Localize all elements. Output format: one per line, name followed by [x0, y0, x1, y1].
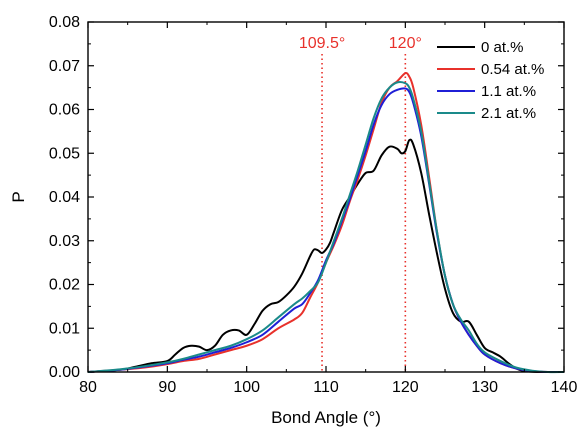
y-tick-label: 0.04	[49, 189, 80, 206]
legend-label: 2.1 at.%	[481, 105, 536, 122]
x-tick-label: 110	[313, 379, 339, 396]
reference-labels: 109.5° 120°	[299, 35, 422, 52]
reference-line-label: 120°	[389, 35, 422, 52]
y-axis-label: P	[9, 191, 28, 202]
legend: 0 at.% 0.54 at.% 1.1 at.% 2.1 at.%	[437, 39, 544, 122]
reference-lines	[321, 54, 407, 372]
y-tick-label: 0.07	[49, 58, 80, 75]
x-tick-label: 90	[158, 379, 176, 396]
x-tick-label: 80	[79, 379, 97, 396]
y-tick-label: 0.02	[49, 277, 80, 294]
series-line-3	[87, 81, 565, 374]
x-tick-label: 100	[233, 379, 260, 396]
x-tick-label: 130	[471, 379, 498, 396]
series-line-0	[87, 138, 565, 374]
y-tick-label: 0.06	[49, 102, 80, 119]
y-tick-label: 0.03	[49, 233, 80, 250]
y-tick-label: 0.05	[49, 145, 80, 162]
x-tick-label: 140	[551, 379, 578, 396]
series-line-2	[87, 87, 565, 374]
x-axis-label: Bond Angle (°)	[271, 408, 381, 427]
y-tick-label: 0.00	[49, 364, 80, 381]
y-tick-label: 0.01	[49, 320, 80, 337]
legend-label: 0 at.%	[481, 39, 524, 56]
x-tick-label: 120	[392, 379, 419, 396]
y-tick-label: 0.08	[49, 14, 80, 31]
ticks-layer: 80 90 100 110 120 130 140 0.00 0.01 0.02 0.03 0.04 0…	[49, 14, 578, 396]
reference-line-label: 109.5°	[299, 35, 345, 52]
series-layer	[87, 72, 565, 374]
legend-label: 1.1 at.%	[481, 83, 536, 100]
legend-label: 0.54 at.%	[481, 61, 544, 78]
